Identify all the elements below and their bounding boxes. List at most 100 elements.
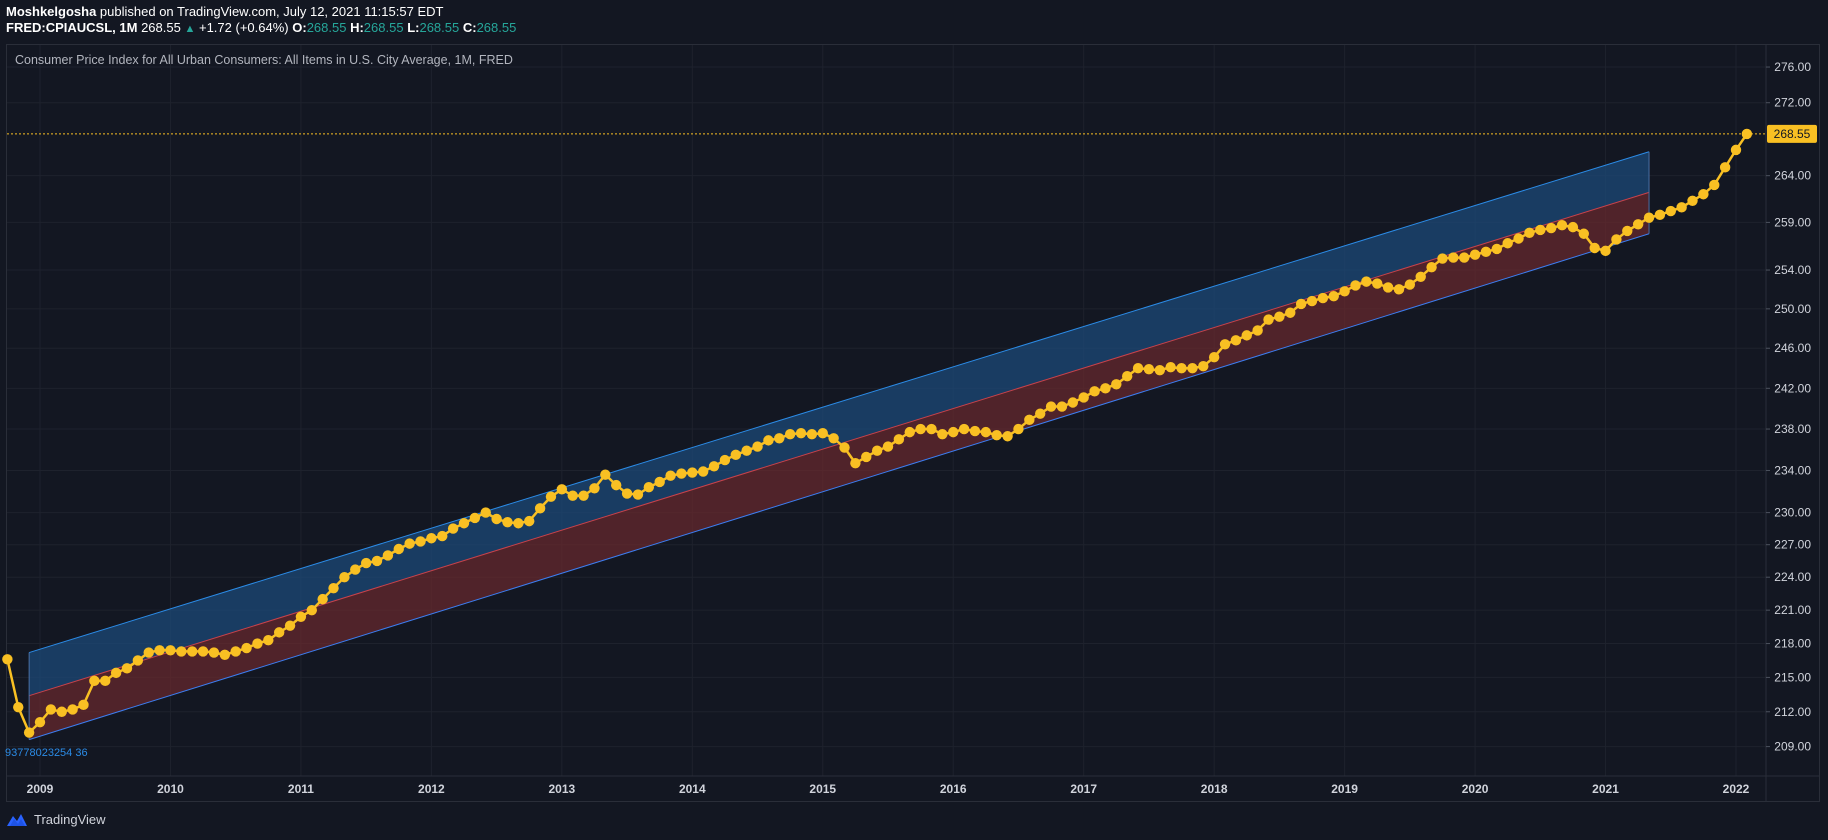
current-price-label: 268.55: [1774, 127, 1811, 141]
x-tick-label: 2011: [288, 782, 314, 796]
symbol-name: FRED:CPIAUCSL, 1M: [6, 20, 138, 35]
data-point: [611, 479, 622, 491]
y-tick-label: 246.00: [1774, 341, 1811, 355]
data-point: [393, 543, 404, 555]
data-point: [763, 435, 774, 446]
data-point: [241, 642, 252, 654]
y-tick-label: 215.00: [1774, 670, 1811, 684]
data-point: [904, 426, 915, 438]
data-point: [502, 516, 513, 528]
ohlc-low: L:268.55: [407, 20, 460, 35]
symbol-info: FRED:CPIAUCSL, 1M 268.55 ▲ +1.72 (+0.64%…: [6, 20, 516, 37]
footer: TradingView: [6, 812, 106, 827]
data-point: [980, 426, 992, 438]
data-point: [697, 466, 709, 477]
price-change: +1.72 (+0.64%): [198, 20, 289, 35]
footer-brand[interactable]: TradingView: [34, 812, 106, 827]
data-point: [273, 627, 285, 638]
channel-lower-line: [28, 233, 1650, 741]
data-point: [1513, 233, 1524, 244]
publish-info: Moshkelgosha published on TradingView.co…: [6, 4, 516, 20]
up-triangle-icon: ▲: [184, 23, 196, 35]
data-point: [513, 518, 524, 529]
data-point: [89, 675, 100, 687]
x-tick-label: 2016: [940, 782, 967, 796]
data-point: [1306, 295, 1318, 307]
data-point: [958, 423, 970, 435]
data-point: [1469, 249, 1481, 260]
data-point: [121, 663, 133, 674]
data-point: [991, 430, 1002, 441]
data-point: [1317, 292, 1329, 304]
data-point: [1535, 224, 1546, 236]
data-point: [415, 536, 426, 547]
data-point: [621, 488, 633, 499]
x-tick-label: 2014: [679, 782, 706, 796]
data-point: [676, 468, 687, 479]
data-point: [1121, 371, 1133, 382]
data-point: [350, 564, 361, 575]
data-point: [1415, 271, 1426, 282]
data-point: [1698, 189, 1709, 200]
tradingview-logo-icon: [7, 813, 27, 826]
y-tick-label: 250.00: [1774, 302, 1811, 316]
data-point: [1687, 195, 1698, 206]
x-tick-label: 2010: [157, 782, 184, 796]
data-point: [1230, 335, 1242, 346]
data-point: [208, 647, 220, 658]
data-point: [328, 582, 339, 594]
data-point: [665, 470, 676, 481]
y-tick-label: 264.00: [1774, 169, 1811, 183]
data-point: [284, 620, 296, 631]
data-point: [458, 518, 470, 529]
data-point: [1480, 246, 1492, 258]
data-point: [197, 646, 209, 657]
ohlc-open: O:268.55: [292, 20, 347, 35]
data-point: [567, 490, 578, 501]
x-tick-label: 2009: [27, 782, 54, 796]
data-point: [45, 704, 57, 715]
data-point: [263, 634, 274, 646]
x-tick-label: 2019: [1331, 782, 1358, 796]
author-name[interactable]: Moshkelgosha: [6, 4, 97, 19]
data-point: [1589, 242, 1600, 254]
y-tick-label: 209.00: [1774, 740, 1811, 754]
data-point: [360, 557, 372, 569]
data-point: [1545, 222, 1557, 234]
data-point: [1165, 361, 1176, 373]
data-point: [1219, 339, 1231, 350]
chart-frame[interactable]: [6, 44, 1820, 802]
data-point: [926, 423, 937, 435]
current-price-badge: [1767, 124, 1817, 143]
y-tick-label: 218.00: [1774, 637, 1811, 651]
data-point: [230, 646, 241, 657]
data-point: [752, 441, 763, 452]
x-tick-label: 2015: [809, 782, 836, 796]
data-point: [1078, 392, 1089, 403]
data-point: [915, 423, 926, 435]
data-point: [774, 433, 785, 444]
data-point: [437, 530, 448, 542]
data-point: [469, 512, 481, 524]
data-point: [1350, 280, 1361, 291]
data-point: [632, 489, 644, 500]
y-tick-label: 272.00: [1774, 96, 1811, 110]
channel-upper-fill: [29, 151, 1650, 696]
y-tick-label: 230.00: [1774, 506, 1811, 520]
data-point: [545, 491, 557, 502]
data-point: [654, 476, 665, 488]
data-point: [1045, 401, 1057, 412]
data-point: [1285, 307, 1296, 318]
chart-title: Consumer Price Index for All Urban Consu…: [15, 53, 513, 67]
data-point: [295, 611, 307, 622]
data-point: [839, 442, 850, 453]
data-point: [1372, 278, 1383, 289]
data-point: [969, 425, 981, 437]
x-tick-label: 2013: [548, 782, 575, 796]
data-point: [556, 484, 568, 495]
data-point: [1241, 330, 1252, 341]
data-point: [143, 647, 154, 658]
y-tick-label: 227.00: [1774, 538, 1811, 552]
data-point: [643, 482, 655, 493]
